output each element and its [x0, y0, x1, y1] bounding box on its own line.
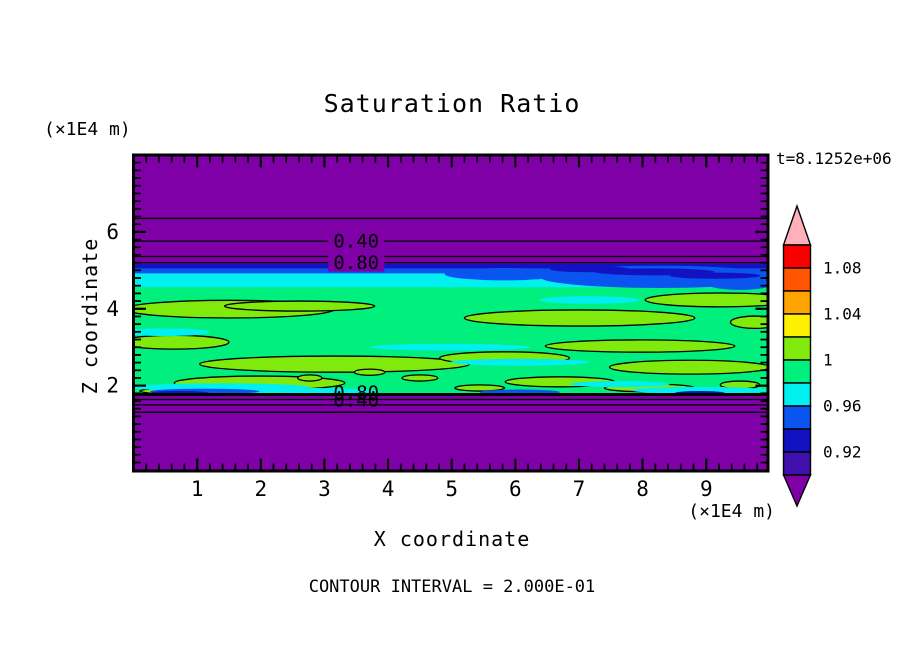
contour-blob-chartreuse — [297, 374, 323, 382]
colorbar-over-arrow — [782, 203, 812, 246]
field-streak-navy — [549, 266, 630, 273]
colorbar-segment — [782, 428, 812, 453]
time-annotation: t=8.1252e+06 — [776, 149, 892, 168]
contour-label-mask — [328, 253, 385, 272]
contour-blob-chartreuse — [544, 339, 736, 353]
x-tick-label: 9 — [700, 477, 713, 501]
colorbar-under-arrow — [782, 474, 812, 508]
field-streak-cyan — [133, 328, 210, 337]
colorbar-tick-label: 1.08 — [823, 259, 862, 278]
colorbar-segment — [782, 267, 812, 292]
colorbar-segment — [782, 451, 812, 476]
field-streak-cyan — [539, 296, 641, 304]
colorbar-segment — [782, 244, 812, 269]
field-streak-cyan — [219, 387, 380, 395]
contour-label: 0.40 — [333, 231, 379, 253]
x-tick-label: 5 — [445, 477, 458, 501]
colorbar-segment — [782, 313, 812, 338]
contour-blob-chartreuse — [608, 359, 768, 375]
contour-blob-chartreuse — [463, 309, 696, 327]
y-axis-units-label: (×1E4 m) — [44, 119, 131, 140]
x-axis-units-label: (×1E4 m) — [688, 501, 775, 522]
colorbar-segment — [782, 290, 812, 315]
contour-field — [133, 263, 768, 396]
x-tick-label: 8 — [636, 477, 649, 501]
contour-lines — [133, 217, 768, 413]
contour-blob-chartreuse — [199, 355, 471, 373]
contour-label: 0.80 — [333, 252, 379, 274]
axis-ticks — [135, 156, 767, 470]
colorbar: 1.08 1.04 1 0.96 0.92 — [782, 203, 862, 508]
x-tick-label: 6 — [509, 477, 522, 501]
field-blob-blue — [444, 268, 565, 281]
x-tick-label: 4 — [382, 477, 395, 501]
axis-tick-labels: 1 2 3 4 5 6 7 8 9 2 4 6 — [106, 220, 712, 501]
contour-label-mask — [328, 232, 385, 251]
field-streak-cyan — [449, 358, 590, 366]
colorbar-segment — [782, 405, 812, 430]
colorbar-tick-label: 0.96 — [823, 397, 862, 416]
colorbar-segment — [782, 382, 812, 407]
contour-blob-chartreuse — [644, 292, 768, 308]
field-streak-cyan — [369, 343, 530, 351]
contour-line-labels: 0.400.800.800.40 — [328, 231, 385, 411]
colorbar-tick-label: 1 — [823, 351, 833, 370]
contour-blob-chartreuse — [353, 368, 386, 376]
y-tick-label: 6 — [106, 220, 119, 244]
plot-title: Saturation Ratio — [324, 89, 581, 118]
field-streak-navy — [669, 272, 761, 279]
colorbar-tick-label: 1.04 — [823, 305, 862, 324]
field-streak-cyan — [631, 386, 768, 394]
x-tick-label: 2 — [254, 477, 267, 501]
contour-blob-chartreuse — [223, 300, 376, 312]
colorbar-segment — [782, 336, 812, 361]
x-tick-label: 1 — [191, 477, 204, 501]
field-band-navy — [133, 263, 768, 272]
contour-blob-chartreuse — [454, 384, 506, 392]
y-tick-label: 4 — [106, 297, 119, 321]
contour-interval-note: CONTOUR INTERVAL = 2.000E-01 — [309, 577, 596, 597]
colorbar-tick-label: 0.92 — [823, 443, 862, 462]
x-axis-title: X coordinate — [374, 527, 531, 551]
contour-label: 0.80 — [333, 382, 379, 404]
field-streak-cyan — [569, 381, 670, 388]
contour-label: 0.40 — [333, 389, 379, 411]
contour-blob-chartreuse — [401, 374, 439, 382]
x-tick-label: 3 — [318, 477, 331, 501]
y-tick-label: 2 — [106, 374, 119, 398]
y-axis-title: Z coordinate — [78, 238, 102, 395]
x-tick-label: 7 — [573, 477, 586, 501]
colorbar-segment — [782, 359, 812, 384]
plot-frame — [132, 153, 770, 473]
contour-blob-chartreuse — [729, 315, 768, 330]
